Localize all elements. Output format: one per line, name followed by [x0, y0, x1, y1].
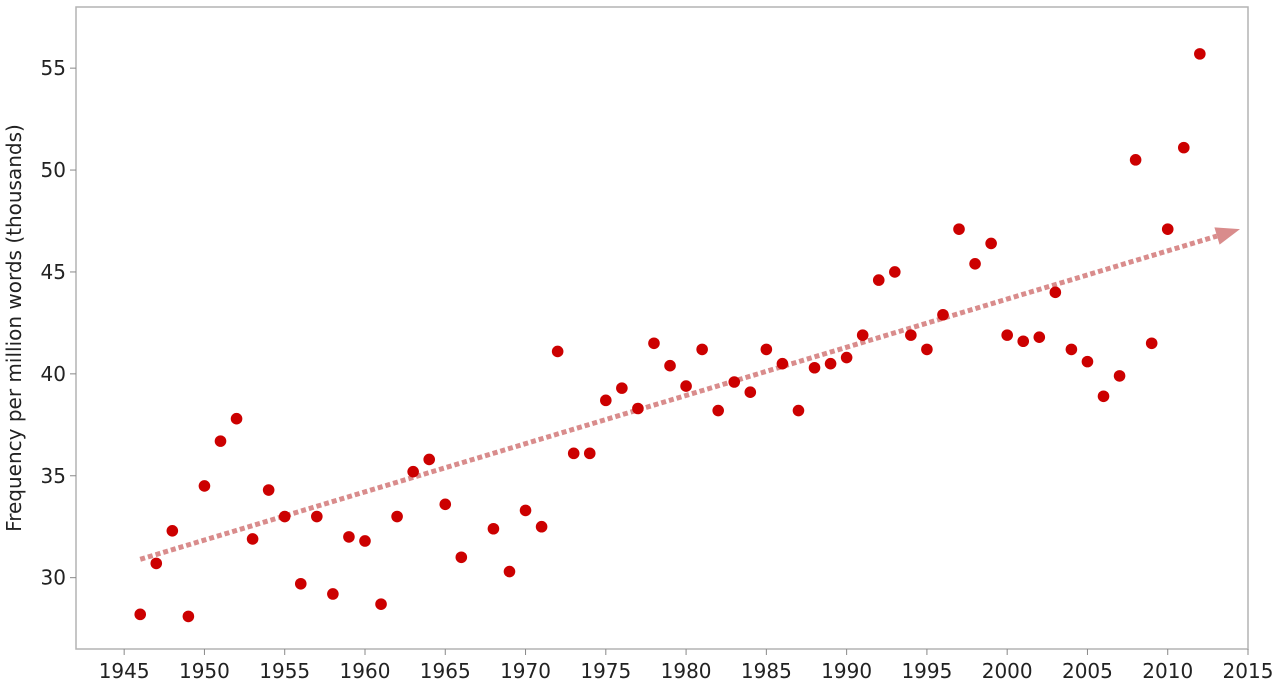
data-point [1033, 331, 1046, 343]
data-point [551, 345, 564, 358]
data-point [680, 380, 692, 392]
data-point [487, 522, 500, 535]
x-tick-label: 1960 [340, 659, 391, 683]
data-point [294, 577, 307, 590]
data-point [872, 274, 885, 286]
x-tick-label: 1990 [821, 659, 872, 683]
data-point [1161, 223, 1174, 235]
x-tick-label: 1995 [901, 659, 952, 683]
data-point [1145, 337, 1158, 350]
data-point [246, 533, 259, 545]
data-point [888, 266, 901, 278]
data-point [696, 343, 708, 356]
data-point [1129, 154, 1142, 166]
y-axis-title: Frequency per million words (thousands) [2, 124, 26, 532]
data-point [1113, 370, 1126, 382]
data-point [1194, 48, 1206, 60]
x-tick-label: 2010 [1142, 659, 1193, 683]
x-tick-label: 1980 [661, 659, 712, 683]
x-tick-label: 1945 [99, 659, 150, 683]
data-point [840, 351, 853, 364]
data-point [166, 524, 179, 537]
data-point [150, 557, 163, 570]
x-tick-label: 1970 [500, 659, 551, 683]
data-point [214, 435, 227, 447]
data-point [776, 357, 789, 370]
trend-arrow-head [1214, 227, 1240, 245]
x-axis: 1945 1950 1955 1960 1965 1970 1975 1980 1985 1990… [99, 649, 1274, 683]
data-point [1081, 355, 1094, 368]
data-point [616, 382, 628, 394]
data-point [407, 465, 419, 478]
data-point [1017, 335, 1030, 348]
x-tick-label: 1950 [179, 659, 230, 683]
data-point [278, 510, 291, 523]
data-point [519, 504, 532, 517]
data-point [439, 498, 452, 511]
data-point [455, 551, 468, 564]
data-point [503, 565, 516, 578]
data-point [134, 608, 147, 621]
data-point [359, 535, 371, 547]
y-tick-label: 55 [41, 56, 66, 80]
x-tick-label: 1955 [259, 659, 310, 683]
data-point [182, 610, 195, 623]
data-point [343, 531, 355, 543]
data-point [632, 402, 644, 415]
data-point [937, 308, 949, 321]
data-point [808, 361, 821, 374]
x-tick-label: 2000 [982, 659, 1033, 683]
x-tick-label: 1965 [420, 659, 471, 683]
data-point [375, 598, 387, 610]
data-point [1097, 390, 1110, 403]
x-tick-label: 1975 [580, 659, 631, 683]
x-tick-label: 1985 [741, 659, 792, 683]
data-point [760, 343, 773, 356]
x-tick-label: 2005 [1062, 659, 1113, 683]
data-point [728, 376, 741, 388]
data-point [391, 510, 403, 523]
data-point [1049, 286, 1062, 299]
data-point [535, 520, 548, 533]
data-point [792, 404, 805, 417]
data-point [648, 337, 660, 350]
data-point [1177, 141, 1190, 154]
data-point [230, 412, 243, 425]
data-point [1065, 343, 1078, 356]
data-point [1001, 329, 1013, 341]
data-point [311, 510, 323, 523]
trend-line [139, 227, 1240, 562]
data-point [969, 258, 981, 270]
data-point [664, 359, 676, 372]
data-point [567, 447, 580, 460]
y-tick-label: 30 [41, 566, 66, 590]
y-axis: 30 35 40 45 50 55 [41, 56, 76, 590]
data-point [856, 329, 869, 341]
data-point [600, 394, 612, 407]
plot-area-frame [75, 6, 1249, 650]
data-point [198, 480, 211, 492]
data-point [262, 484, 275, 496]
y-tick-label: 35 [41, 464, 66, 488]
data-point [921, 343, 933, 356]
data-point [953, 223, 965, 235]
data-point [423, 453, 436, 466]
y-tick-label: 50 [41, 158, 66, 182]
x-tick-label: 2015 [1223, 659, 1274, 683]
data-point [327, 588, 339, 600]
trend-line-shaft [139, 233, 1218, 562]
data-points [134, 48, 1206, 623]
data-point [744, 386, 757, 399]
data-point [712, 404, 724, 417]
y-tick-label: 40 [41, 362, 66, 386]
data-point [583, 447, 596, 460]
data-point [905, 329, 917, 341]
data-point [985, 237, 997, 250]
data-point [824, 357, 837, 370]
y-tick-label: 45 [41, 260, 66, 284]
